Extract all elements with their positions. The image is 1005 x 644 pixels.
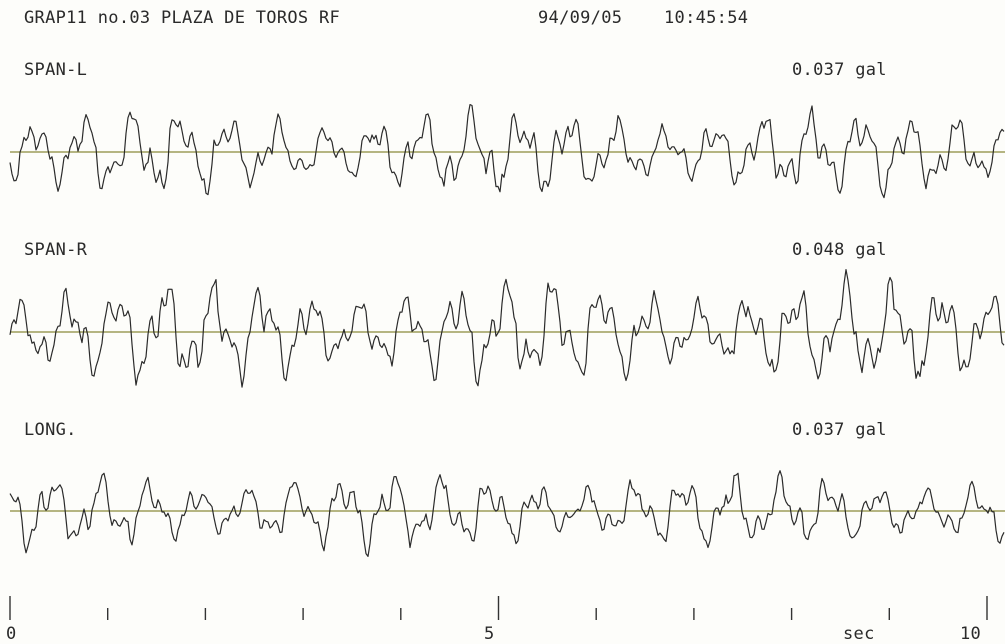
peak-value-span-r: 0.048 gal: [792, 240, 887, 260]
trace-span-r: [9, 269, 1005, 388]
station-title: GRAP11 no.03 PLAZA DE TOROS RF: [24, 8, 341, 28]
record-time: 10:45:54: [664, 8, 749, 28]
x-tick-label-0: 0: [6, 624, 17, 644]
trace-span-l: [9, 103, 1005, 199]
trace-long: [9, 470, 1005, 558]
x-tick-label-10: 10: [960, 624, 982, 644]
x-tick-label-5: 5: [484, 624, 495, 644]
record-date: 94/09/05: [538, 8, 623, 28]
series-label-span-r: SPAN-R: [24, 240, 88, 260]
peak-value-span-l: 0.037 gal: [792, 60, 887, 80]
series-label-span-l: SPAN-L: [24, 60, 88, 80]
peak-value-long: 0.037 gal: [792, 420, 887, 440]
x-axis-unit: sec: [843, 624, 875, 644]
series-label-long: LONG.: [24, 420, 77, 440]
